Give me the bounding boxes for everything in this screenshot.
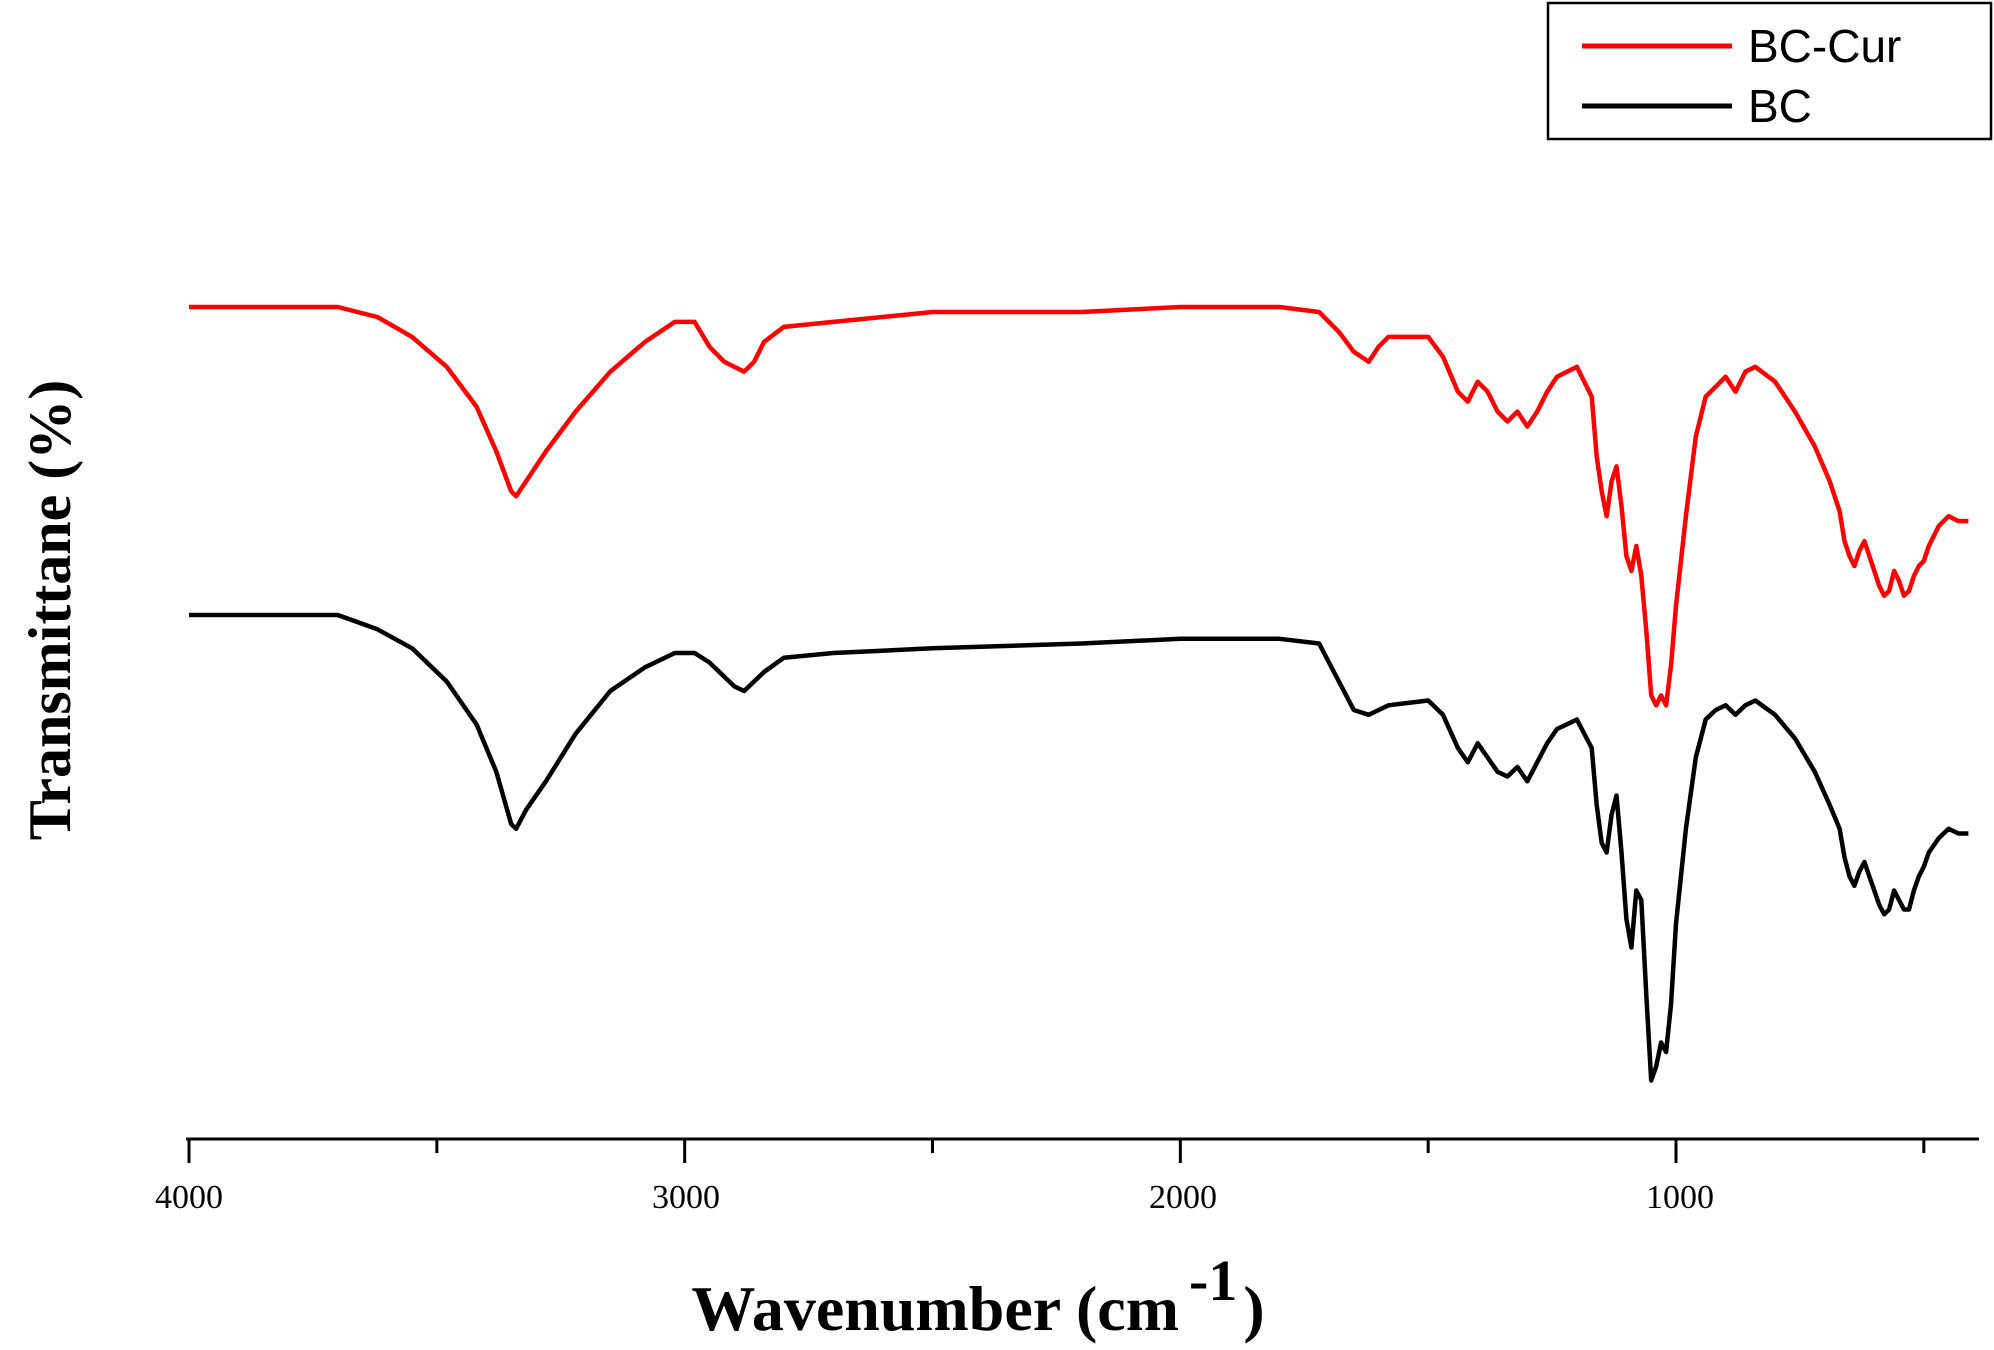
x-tick-label-2000: 2000	[1149, 1179, 1217, 1216]
x-axis-title-close: )	[1243, 1273, 1264, 1344]
series-layer	[189, 304, 1969, 1083]
y-axis-title: Transmittane (%)	[17, 380, 83, 841]
legend-label-bc-cur: BC-Cur	[1748, 20, 1901, 72]
x-axis-title-superscript: -1	[1189, 1248, 1237, 1313]
x-axis-title: Wavenumber (cm -1)	[691, 1248, 1264, 1344]
x-tick-label-3000: 3000	[652, 1179, 720, 1216]
x-tick-label-1000: 1000	[1646, 1179, 1714, 1216]
x-axis-ticks	[187, 1139, 1926, 1163]
series-line-bc	[189, 612, 1969, 1083]
x-axis-title-main: Wavenumber (cm	[691, 1273, 1179, 1344]
legend-box	[1546, 1, 1993, 141]
x-axis: 4000 3000 2000 1000	[155, 1137, 1979, 1216]
series-line-bc-cur	[189, 304, 1969, 708]
legend-label-bc: BC	[1748, 80, 1812, 132]
x-tick-label-4000: 4000	[155, 1179, 223, 1216]
legend: BC-Cur BC	[1546, 1, 1993, 141]
